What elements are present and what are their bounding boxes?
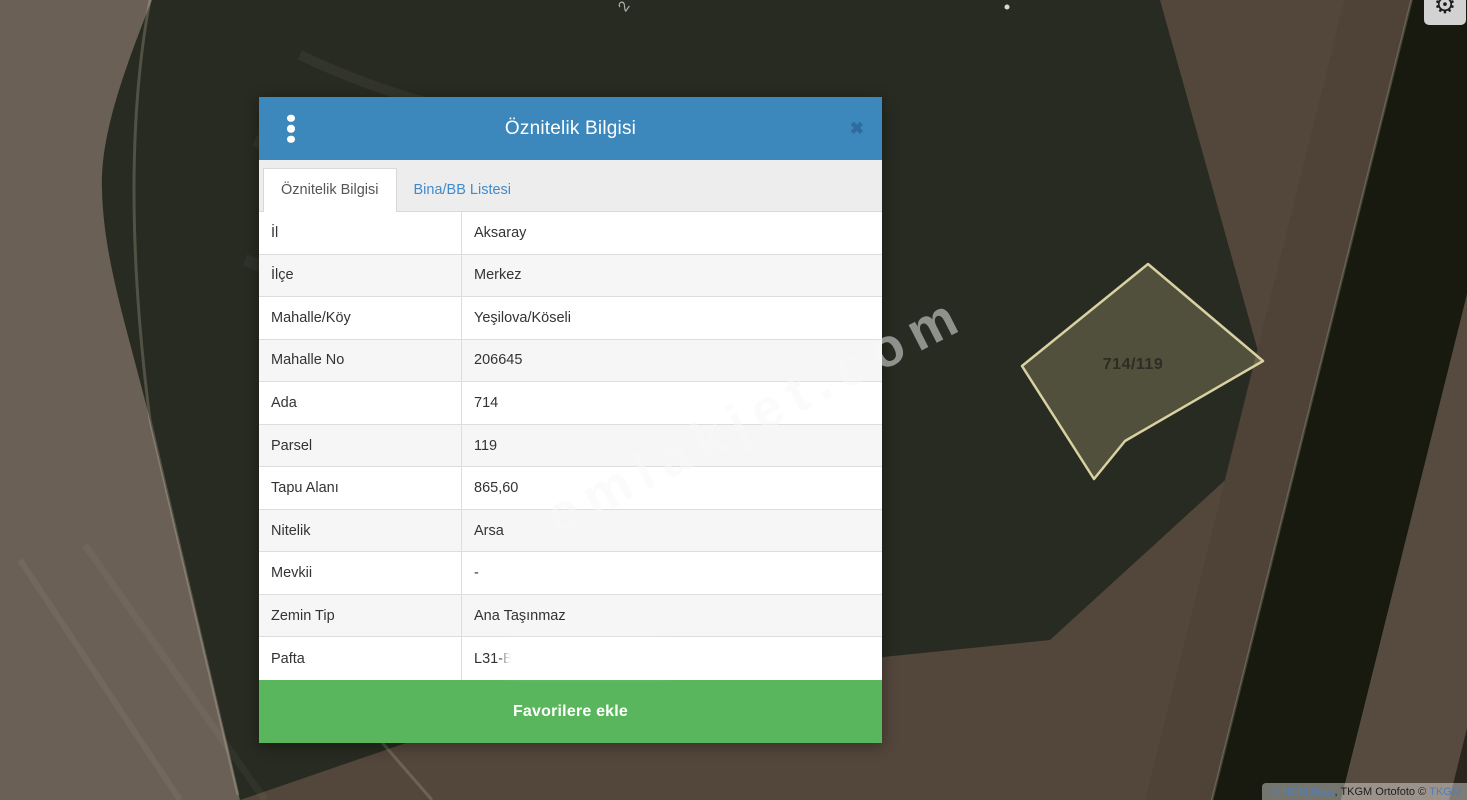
parcel-label: 714/119 [1103, 356, 1163, 373]
table-row-ada: Ada 714 [259, 382, 882, 425]
row-value: Ana Taşınmaz [474, 607, 566, 624]
row-value: 119 [474, 437, 498, 454]
row-value: - [474, 565, 479, 582]
modal-title: Öznitelik Bilgisi [504, 117, 637, 139]
row-value: Merkez [474, 267, 522, 284]
table-row-tapu-alani: Tapu Alanı 865,60 [259, 467, 882, 510]
row-label: Tapu Alanı [259, 467, 462, 509]
settings-button[interactable]: ⚙ [1424, 0, 1466, 25]
row-label: Zemin Tip [259, 594, 462, 637]
modal-tabbar: Öznitelik Bilgisi Bina/BB Listesi [259, 160, 882, 212]
attribution-text: , TKGM Ortofoto © [1334, 785, 1430, 798]
row-value: Yeşilova/Köseli [474, 309, 571, 326]
table-row-zemin-tip: Zemin Tip Ana Taşınmaz [259, 594, 882, 638]
table-row-mevkii: Mevkii - [259, 552, 882, 595]
row-label: İlçe [259, 254, 462, 297]
row-label: Pafta [259, 637, 462, 681]
row-label: Mahalle No [259, 339, 462, 382]
table-row-mahalle-no: Mahalle No 206645 [259, 339, 882, 383]
pafta-value: L31-B [474, 650, 513, 667]
row-label: Ada [259, 382, 462, 424]
table-row-mahalle-koy: Mahalle/Köy Yeşilova/Köseli [259, 297, 882, 340]
row-value: 714 [474, 394, 499, 411]
row-label: Mahalle/Köy [259, 297, 462, 339]
row-value: Aksaray [474, 224, 527, 241]
row-label: Nitelik [259, 509, 462, 552]
table-row-il: İl Aksaray [259, 212, 882, 255]
close-icon[interactable]: ✖ [849, 118, 864, 138]
tab-oznitelik-bilgisi[interactable]: Öznitelik Bilgisi [263, 168, 397, 212]
gear-icon: ⚙ [1433, 0, 1457, 19]
row-value: Arsa [474, 522, 504, 539]
map-strip-fields [1016, 0, 1467, 800]
attribute-table: İl Aksaray İlçe Merkez Mahalle/Köy Yeşil… [259, 212, 882, 681]
row-label: Mevkii [259, 552, 462, 594]
attribution-link-hgm[interactable]: © HGM Atlas [1270, 785, 1335, 798]
row-label: Parsel [259, 424, 462, 467]
table-row-ilce: İlçe Merkez [259, 254, 882, 298]
modal-header: Öznitelik Bilgisi ✖ [259, 97, 882, 160]
parcel-polygon[interactable] [1020, 262, 1265, 481]
add-to-favorites-button[interactable]: Favorilere ekle [259, 680, 882, 743]
row-label: İl [259, 212, 462, 254]
table-row-parsel: Parsel 119 [259, 424, 882, 468]
attribution-link-tkgm[interactable]: TKGM [1429, 785, 1461, 798]
row-value: L31-B [462, 637, 882, 680]
row-value: 206645 [474, 352, 523, 369]
row-value: 865,60 [474, 480, 519, 497]
map-left-field [0, 0, 240, 800]
tab-bina-bb-listesi[interactable]: Bina/BB Listesi [413, 182, 512, 198]
map-dot [1004, 4, 1010, 10]
redaction-blur [504, 642, 669, 675]
table-row-nitelik: Nitelik Arsa [259, 509, 882, 553]
attribute-info-modal: Öznitelik Bilgisi ✖ Öznitelik Bilgisi Bi… [259, 97, 882, 743]
map-attribution: © HGM Atlas, TKGM Ortofoto © TKGM [1261, 783, 1467, 800]
kebab-menu-icon[interactable] [283, 110, 299, 147]
table-row-pafta: Pafta L31-B [259, 637, 882, 681]
